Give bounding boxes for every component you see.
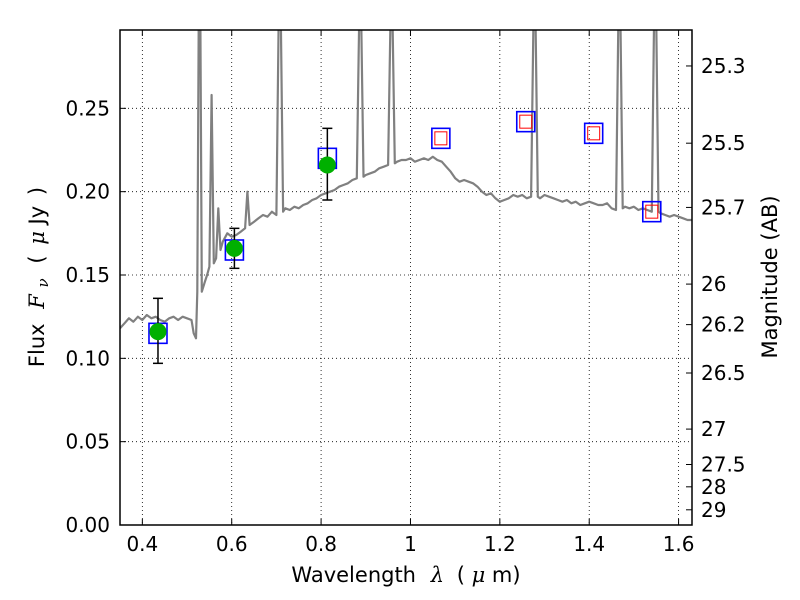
model-photometry-box — [641, 200, 662, 223]
y-tick-label: 0.00 — [65, 513, 110, 537]
y2-tick-label: 29 — [701, 498, 726, 522]
y2-tick-label: 26.5 — [701, 361, 746, 385]
observed-data-point — [318, 156, 336, 174]
x-tick-label: 0.8 — [305, 532, 337, 556]
x-axis-label: Wavelength λ ( μ m) — [291, 563, 520, 587]
y-tick-label: 0.05 — [65, 430, 110, 454]
y-tick-label: 0.20 — [65, 180, 110, 204]
x-tick-label: 1.6 — [663, 532, 695, 556]
y2-axis-label: Magnitude (AB) — [758, 195, 782, 358]
y2-tick-label: 26.2 — [701, 313, 746, 337]
predicted-photometry-box — [519, 114, 533, 129]
x-tick-label: 0.4 — [126, 532, 158, 556]
y2-tick-label: 26 — [701, 272, 726, 296]
sed-spectrum-line — [120, 30, 692, 340]
y-tick-label: 0.10 — [65, 346, 110, 370]
plot-area — [120, 30, 692, 365]
x-tick-label: 1 — [404, 532, 417, 556]
y2-tick-label: 25.3 — [701, 54, 746, 78]
observed-data-point — [225, 239, 243, 257]
y-axis-label: Flux F ν ( μ Jy ) — [25, 187, 53, 367]
y2-tick-label: 28 — [701, 475, 726, 499]
predicted-photometry-box — [587, 126, 601, 141]
model-photometry-box — [515, 110, 536, 133]
x-tick-label: 1.4 — [573, 532, 605, 556]
y2-tick-label: 27.5 — [701, 452, 746, 476]
x-tick-label: 1.2 — [484, 532, 516, 556]
y2-tick-label: 25.7 — [701, 195, 746, 219]
predicted-photometry-box — [645, 204, 659, 219]
observed-data-point — [149, 323, 167, 341]
model-photometry-box — [583, 122, 604, 145]
y2-tick-label: 27 — [701, 417, 726, 441]
y-tick-label: 0.15 — [65, 263, 110, 287]
x-tick-label: 0.6 — [216, 532, 248, 556]
model-photometry-box — [431, 127, 451, 150]
predicted-photometry-box — [434, 131, 448, 146]
y-tick-label: 0.25 — [65, 96, 110, 120]
plot-frame — [119, 29, 693, 526]
axis-ticks: 0.4 0.6 0.8 1 1.2 1.4 1.6 0.00 0.05 0.10 0.15 0.20 0… — [65, 30, 746, 556]
y2-tick-label: 25.5 — [701, 131, 746, 155]
